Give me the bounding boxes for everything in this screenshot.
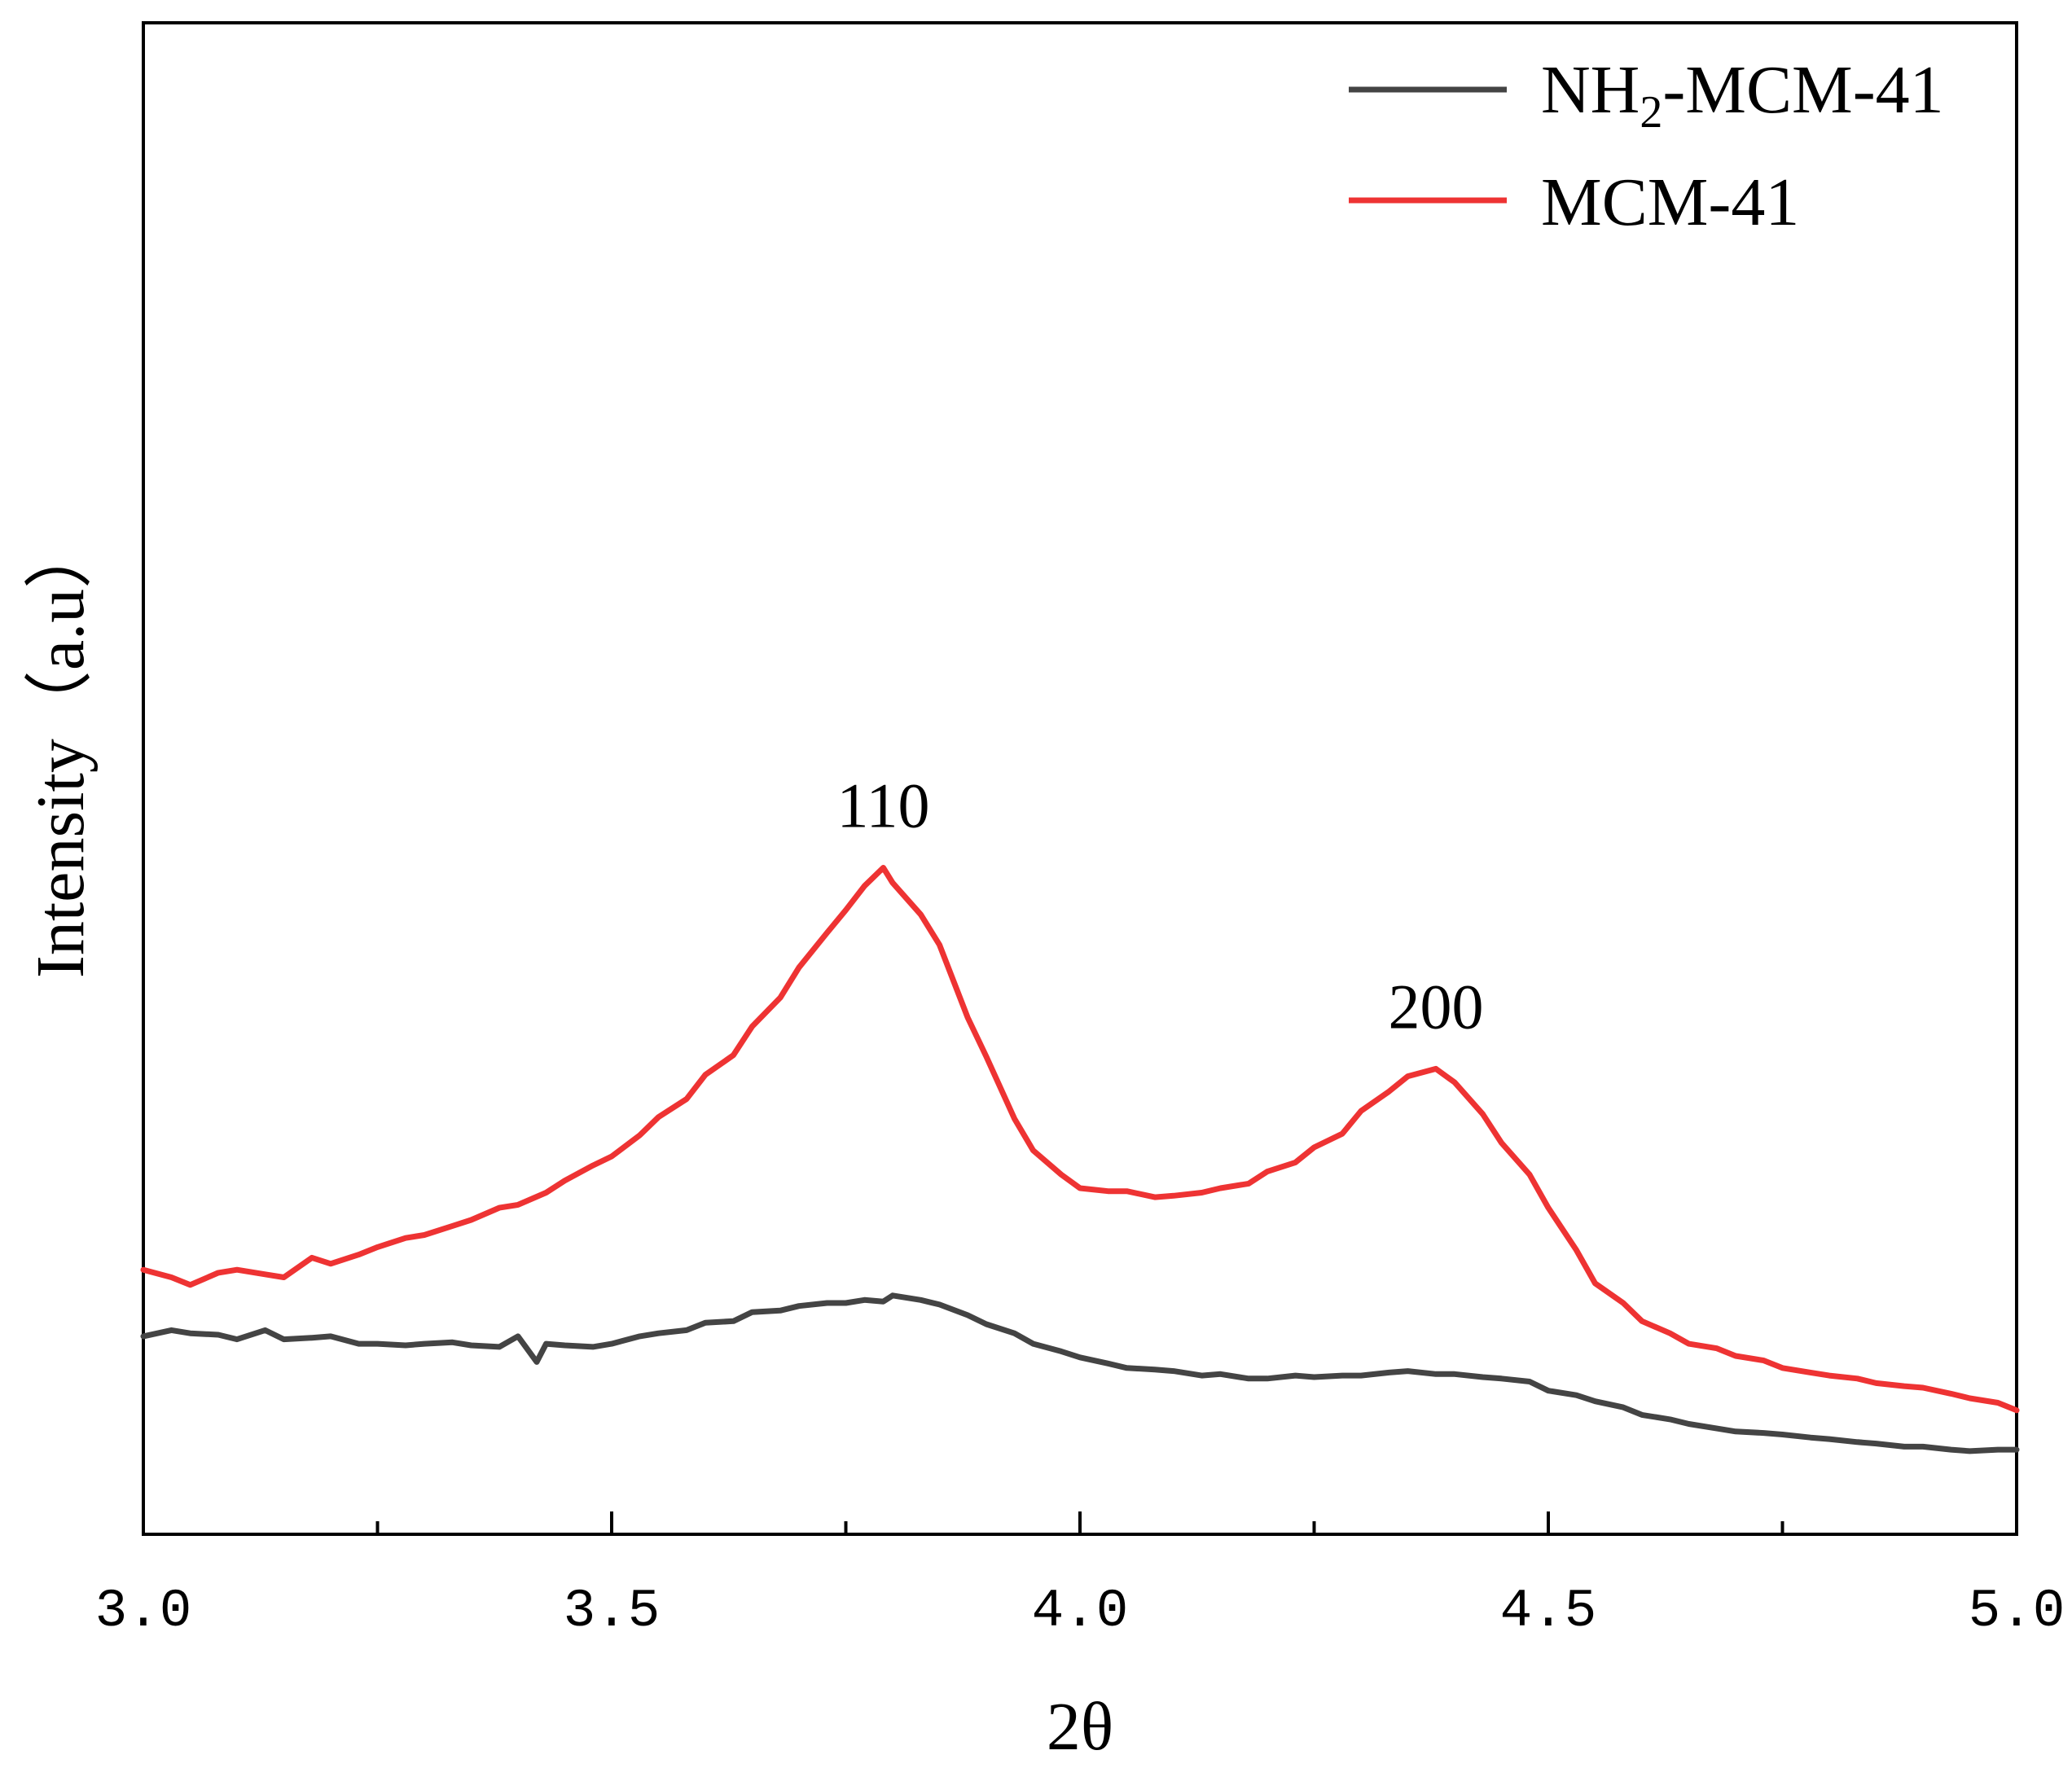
legend-label-rest: -MCM-41 [1662,52,1943,128]
series-layer [140,865,2020,1454]
series-line-nh2-mcm-41 [140,1292,2020,1454]
x-tick-label: 3.5 [564,1581,661,1642]
legend-label-nh2-mcm-41: NH2-MCM-41 [1541,52,1944,138]
x-tick-label: 4.5 [1500,1581,1597,1642]
x-tick-label: 5.0 [1969,1581,2065,1642]
annotation-layer: 110 200 [836,770,1483,1042]
legend-label-mcm-41: MCM-41 [1541,165,1799,240]
x-axis-ticks [142,1511,2018,1534]
peak-annotation-110: 110 [836,770,929,841]
x-tick-label: 4.0 [1032,1581,1129,1642]
x-axis-title: 2θ [1047,1689,1113,1764]
peak-annotation-200: 200 [1389,971,1484,1042]
legend-label-subscript: 2 [1640,87,1662,138]
legend-label-main: NH [1541,52,1640,128]
series-line-mcm-41 [140,865,2020,1414]
plot-frame [142,21,2018,1536]
legend: NH2-MCM-41 MCM-41 [1349,52,1944,240]
y-axis-title: Intensity（a.u） [23,520,99,978]
x-axis-tick-labels: 3.0 3.5 4.0 4.5 5.0 [95,1581,2065,1642]
legend-label-main: MCM-41 [1541,165,1799,240]
x-tick-label: 3.0 [95,1581,192,1642]
